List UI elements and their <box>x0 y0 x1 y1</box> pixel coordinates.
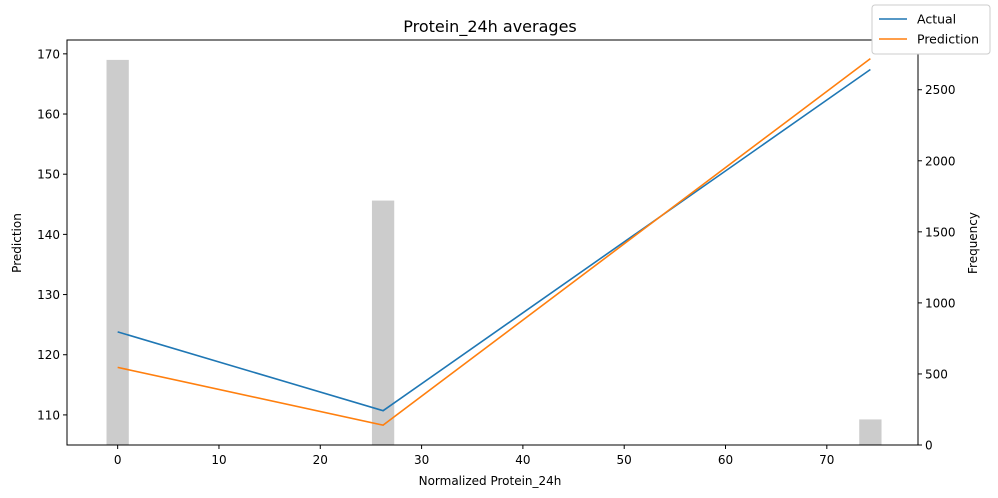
histogram-bar-0 <box>106 59 129 445</box>
x-tick-label: 70 <box>819 453 834 467</box>
y2-axis-title: Frequency <box>966 212 980 274</box>
y2-tick-label: 1500 <box>925 225 956 239</box>
x-tick-label: 0 <box>114 453 122 467</box>
chart-title: Protein_24h averages <box>403 17 577 37</box>
histogram-bars <box>106 59 882 445</box>
y-tick-label: 110 <box>37 408 60 422</box>
histogram-bar-2 <box>859 419 882 445</box>
legend: Actual Prediction <box>871 4 991 55</box>
series-line-actual <box>117 68 871 412</box>
y-tick-label: 120 <box>37 348 60 362</box>
x-tick-label: 10 <box>211 453 226 467</box>
y2-tick-label: 2000 <box>925 154 956 168</box>
y2-tick-label: 0 <box>925 439 933 453</box>
series-line-prediction <box>117 58 871 427</box>
y-axis-ticks: 110 120 130 140 150 160 170 <box>37 47 67 422</box>
y2-tick-label: 1000 <box>925 296 956 310</box>
y-tick-label: 150 <box>37 168 60 182</box>
x-tick-label: 40 <box>515 453 530 467</box>
y-tick-label: 130 <box>37 288 60 302</box>
y2-tick-label: 500 <box>925 367 948 381</box>
y-axis-title: Prediction <box>10 213 24 273</box>
y2-tick-label: 2500 <box>925 83 956 97</box>
legend-label-actual: Actual <box>917 12 956 27</box>
plot-frame <box>66 39 919 446</box>
x-tick-label: 60 <box>718 453 733 467</box>
legend-box <box>871 4 991 55</box>
series-lines <box>117 58 871 427</box>
y2-axis-ticks: 0 500 1000 1500 2000 2500 <box>918 83 956 453</box>
y-tick-label: 170 <box>37 47 60 61</box>
y-tick-label: 140 <box>37 228 60 242</box>
histogram-bar-1 <box>371 200 395 445</box>
x-tick-label: 20 <box>313 453 328 467</box>
y-tick-label: 160 <box>37 108 60 122</box>
x-tick-label: 50 <box>617 453 632 467</box>
legend-label-prediction: Prediction <box>917 32 979 47</box>
x-axis-ticks: 0 10 20 30 40 50 60 70 <box>114 445 834 467</box>
x-tick-label: 30 <box>414 453 429 467</box>
x-axis-title: Normalized Protein_24h <box>419 474 562 488</box>
